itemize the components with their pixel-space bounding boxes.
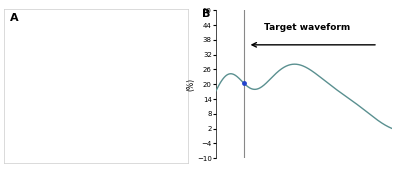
Text: B: B <box>202 9 210 19</box>
Text: A: A <box>10 13 18 23</box>
Text: Target waveform: Target waveform <box>264 23 351 32</box>
Y-axis label: (%): (%) <box>186 78 196 91</box>
